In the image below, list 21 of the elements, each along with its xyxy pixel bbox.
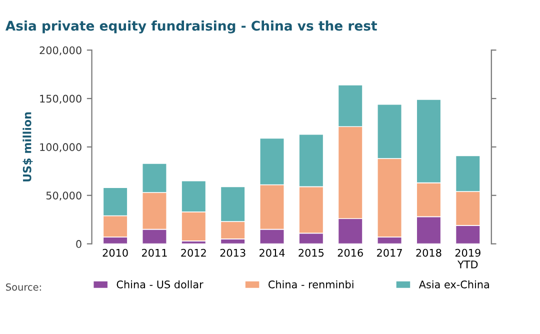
x-tick-label: 2010 <box>102 248 128 257</box>
x-tick-label: 2016 <box>338 248 363 257</box>
source-note: Source: <box>6 283 41 291</box>
x-tick-label: 2013 <box>220 248 246 257</box>
x-tick-label: 2017 <box>377 248 402 257</box>
y-axis-title: US$ million <box>22 112 33 182</box>
y-tick-label: 200,000 <box>40 46 82 56</box>
x-tick-label: 2019 YTD <box>455 248 480 268</box>
legend-label: China - renminbi <box>268 280 354 288</box>
legend-label: Asia ex-China <box>418 280 489 288</box>
y-tick-label: 50,000 <box>46 192 82 201</box>
legend-label: China - US dollar <box>116 280 204 288</box>
y-tick-label: 150,000 <box>40 94 82 104</box>
y-tick-label: 100,000 <box>40 143 82 152</box>
x-tick-label: 2015 <box>298 248 324 257</box>
chart-title: Asia private equity fundraising - China vs the rest <box>5 20 378 34</box>
x-tick-label: 2014 <box>260 248 285 257</box>
x-tick-label: 2012 <box>181 248 206 257</box>
y-tick-label: 0 <box>76 240 82 248</box>
x-tick-label: 2018 <box>416 248 442 257</box>
x-tick-label: 2011 <box>142 248 167 257</box>
